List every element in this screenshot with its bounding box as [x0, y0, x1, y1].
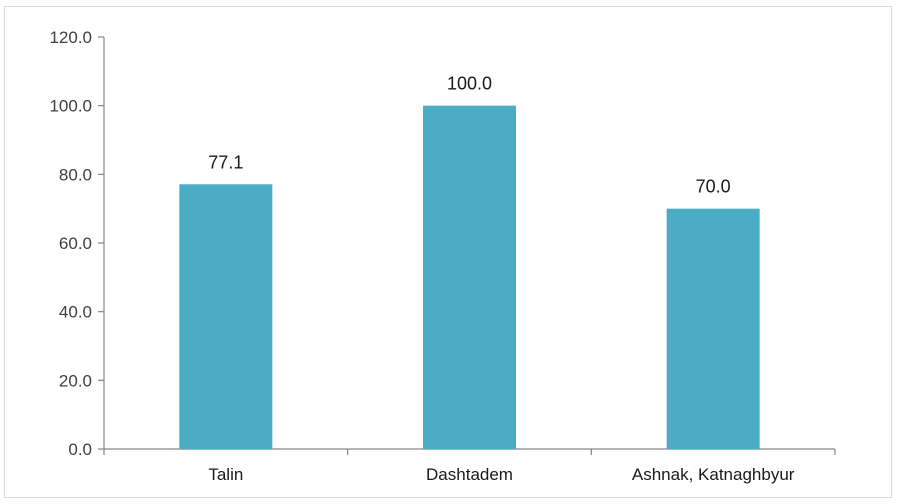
- data-label: 70.0: [696, 177, 731, 197]
- y-axis-ticks: 0.0 20.0 40.0 60.0 80.0 100.0 120.0: [49, 28, 104, 459]
- category-labels: Talin Dashtadem Ashnak, Katnaghbyur: [208, 465, 794, 484]
- y-tick-label: 0.0: [68, 440, 92, 459]
- y-tick-label: 40.0: [59, 303, 92, 322]
- y-tick-label: 20.0: [59, 371, 92, 390]
- category-label: Dashtadem: [426, 465, 513, 484]
- y-tick-label: 80.0: [59, 165, 92, 184]
- data-labels: 77.1 100.0 70.0: [208, 74, 730, 197]
- bar-ashnak-katnaghbyur: [666, 208, 760, 449]
- y-tick-label: 100.0: [49, 97, 92, 116]
- category-label: Ashnak, Katnaghbyur: [632, 465, 795, 484]
- y-tick-label: 120.0: [49, 28, 92, 47]
- bar-dashtadem: [423, 105, 516, 450]
- y-tick-label: 60.0: [59, 234, 92, 253]
- data-label: 100.0: [447, 74, 492, 94]
- category-label: Talin: [208, 465, 243, 484]
- data-label: 77.1: [208, 152, 243, 172]
- bars: [179, 105, 760, 450]
- bar-talin: [179, 184, 273, 450]
